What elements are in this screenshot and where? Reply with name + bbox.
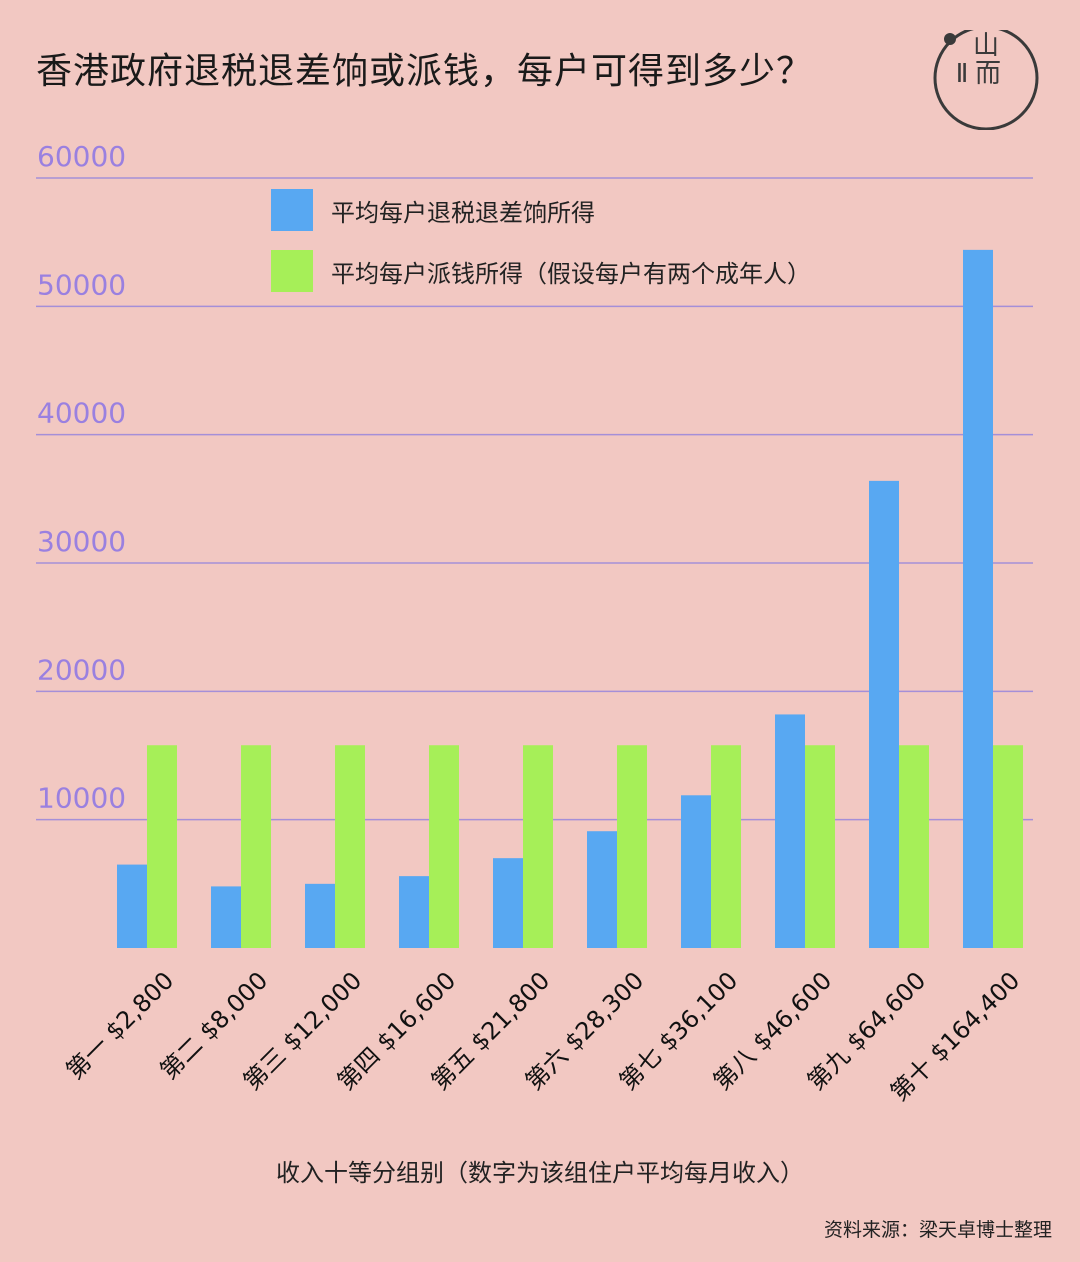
legend-label-tax-refund: 平均每户退税退差饷所得 — [331, 198, 595, 227]
bar-cash-handout — [805, 745, 835, 948]
bar-cash-handout — [899, 745, 929, 948]
legend-item-tax-refund: 平均每户退税退差饷所得 — [271, 188, 595, 232]
bar-cash-handout — [993, 745, 1023, 948]
bar-cash-handout — [147, 745, 177, 948]
source-note: 资料来源：梁天卓博士整理 — [823, 1219, 1052, 1241]
grid-lines — [36, 177, 1033, 821]
bar-tax-refund — [587, 831, 617, 948]
bar-cash-handout — [523, 745, 553, 948]
legend-swatch-blue — [271, 189, 313, 231]
y-tick-labels: 10000 20000 30000 40000 50000 60000 — [37, 140, 126, 815]
bar-tax-refund — [775, 714, 805, 948]
bar-cash-handout — [335, 745, 365, 948]
brand-logo: 山 Ⅱ 而 — [932, 25, 1040, 134]
bars — [117, 249, 1023, 948]
bar-tax-refund — [963, 249, 993, 948]
bar-cash-handout — [711, 745, 741, 948]
logo-text-right: 而 — [975, 59, 1001, 89]
bar-tax-refund — [211, 886, 241, 948]
y-tick-label: 20000 — [37, 653, 126, 686]
bar-tax-refund — [117, 864, 147, 948]
legend-swatch-green — [271, 250, 313, 292]
bar-tax-refund — [493, 858, 523, 948]
bar-tax-refund — [681, 795, 711, 948]
legend-item-cash-handout: 平均每户派钱所得（假设每户有两个成年人） — [271, 249, 811, 293]
y-tick-label: 60000 — [37, 140, 126, 173]
bar-cash-handout — [241, 745, 271, 948]
logo-text-left: Ⅱ — [956, 59, 969, 89]
bar-tax-refund — [305, 883, 335, 948]
y-tick-label: 50000 — [37, 268, 126, 301]
bar-tax-refund — [869, 480, 899, 948]
logo-text-top: 山 — [973, 31, 999, 61]
legend-label-cash-handout: 平均每户派钱所得（假设每户有两个成年人） — [331, 259, 811, 288]
y-tick-label: 40000 — [37, 397, 126, 430]
bar-cash-handout — [617, 745, 647, 948]
y-tick-label: 10000 — [37, 782, 126, 815]
y-tick-label: 30000 — [37, 525, 126, 558]
chart-title: 香港政府退税退差饷或派钱，每户可得到多少？ — [36, 51, 814, 92]
bar-tax-refund — [399, 876, 429, 948]
x-axis-title: 收入十等分组别（数字为该组住户平均每月收入） — [276, 1159, 804, 1187]
bar-cash-handout — [429, 745, 459, 948]
